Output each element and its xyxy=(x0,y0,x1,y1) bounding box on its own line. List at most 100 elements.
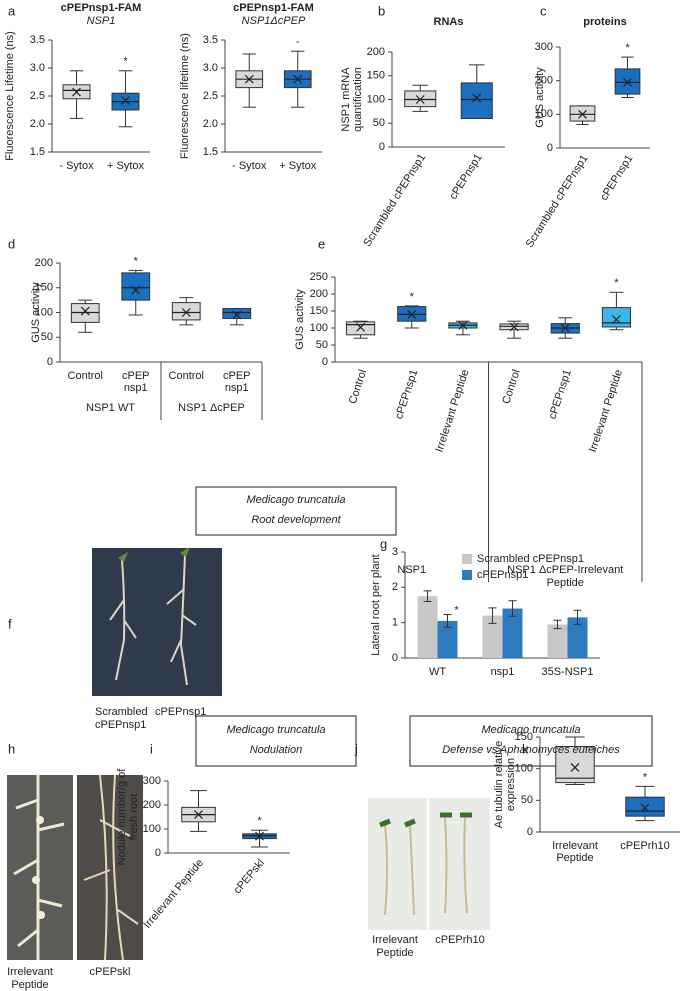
mean-marker xyxy=(407,309,417,319)
box xyxy=(625,796,665,817)
significance: * xyxy=(123,56,128,68)
mean-marker xyxy=(578,109,587,119)
legend-swatch xyxy=(462,554,472,564)
panel-letter: g xyxy=(380,536,387,551)
bar xyxy=(417,596,438,658)
panel-letter: d xyxy=(8,236,15,251)
y-tick-label: 3.0 xyxy=(30,62,45,74)
box xyxy=(346,321,376,336)
y-tick-label: 100 xyxy=(143,823,161,835)
x-tick-label: - Sytox xyxy=(59,160,94,172)
bar xyxy=(482,615,503,658)
y-tick-label: 200 xyxy=(35,257,53,269)
group-label: NSP1 WT xyxy=(86,402,135,414)
y-axis-label: GUS activity xyxy=(294,289,306,350)
heading-box xyxy=(195,715,357,767)
group-label: NSP1 xyxy=(397,564,426,576)
box xyxy=(222,308,252,319)
heading: Nodulation xyxy=(250,744,303,756)
mean-marker xyxy=(570,762,580,772)
mean-marker xyxy=(458,320,468,330)
y-axis-label: Ae tubulin relative xyxy=(493,741,505,828)
y-tick-label: 250 xyxy=(310,271,328,283)
y-tick-label: 0 xyxy=(527,826,533,838)
error-bar xyxy=(423,590,432,602)
heading: Medicago truncatula xyxy=(246,494,345,506)
y-axis-label: GUS activity xyxy=(30,282,42,343)
y-tick-label: 0 xyxy=(392,652,398,664)
significance: * xyxy=(614,277,619,289)
mean-marker xyxy=(356,322,366,332)
y-tick-label: 150 xyxy=(310,305,328,317)
heading: Medicago truncatula xyxy=(481,724,580,736)
y-tick-label: 100 xyxy=(310,322,328,334)
bar xyxy=(502,608,523,658)
x-tick-label: cPEPnsp1 xyxy=(393,368,420,421)
mean-marker xyxy=(560,323,570,333)
box xyxy=(121,272,151,301)
y-tick-label: 150 xyxy=(515,731,533,743)
significance: * xyxy=(643,771,648,783)
chart-title: NSP1 xyxy=(87,15,116,27)
y-tick-label: 300 xyxy=(535,41,553,53)
x-tick-label: Scrambled cPEPnsp1 xyxy=(361,152,428,249)
box xyxy=(171,302,201,321)
bar xyxy=(437,620,458,658)
y-tick-label: 100 xyxy=(535,108,553,120)
x-tick-label: Peptide xyxy=(556,852,593,864)
y-axis-label: expression xyxy=(505,758,517,811)
y-axis-label: fresh root xyxy=(128,794,140,840)
mean-marker xyxy=(611,315,621,324)
mean-marker xyxy=(181,308,191,317)
y-tick-label: 1 xyxy=(392,617,398,629)
photo-caption: cPEPnsp1 xyxy=(95,719,146,731)
heading: Medicago truncatula xyxy=(226,724,325,736)
panel-letter: b xyxy=(378,3,385,18)
y-tick-label: 50 xyxy=(41,331,53,343)
y-axis-label: NSP1 mRNA xyxy=(340,67,352,132)
error-bar xyxy=(553,619,562,630)
x-tick-label: cPEP xyxy=(223,370,251,382)
y-tick-label: 3.5 xyxy=(203,34,218,46)
y-tick-label: 3.5 xyxy=(30,34,45,46)
y-axis-label: Nodule number/g of xyxy=(116,768,128,866)
panel-letter: f xyxy=(8,616,12,631)
y-tick-label: 2.0 xyxy=(30,118,45,130)
y-tick-label: 0 xyxy=(379,141,385,153)
x-tick-label: cPEPskl xyxy=(231,857,267,896)
x-tick-label: cPEP xyxy=(122,370,150,382)
y-axis-label: quantification xyxy=(352,67,364,132)
significance: * xyxy=(257,815,262,827)
mean-marker xyxy=(255,831,264,841)
y-tick-label: 3 xyxy=(392,546,398,558)
box xyxy=(460,82,493,119)
x-tick-label: + Sytox xyxy=(107,160,144,172)
x-tick-label: Irrelevant Peptide xyxy=(433,368,471,454)
photo-caption: cPEPrh10 xyxy=(435,934,485,946)
photo-caption: Scrambled xyxy=(95,706,148,718)
bar xyxy=(567,617,588,658)
error-bar xyxy=(488,607,497,624)
chart-title: NSP1ΔcPEP xyxy=(242,15,306,27)
mean-marker xyxy=(640,803,650,813)
y-tick-label: 200 xyxy=(535,75,553,87)
y-tick-label: 300 xyxy=(143,775,161,787)
y-tick-label: 200 xyxy=(143,799,161,811)
x-tick-label: cPEPnsp1 xyxy=(598,153,635,203)
error-bar xyxy=(508,600,517,617)
x-tick-label: Irrelevant Peptide xyxy=(141,857,206,931)
x-tick-label: Control xyxy=(347,368,369,405)
photo xyxy=(92,547,222,696)
group-label: NSP1 ΔcPEP xyxy=(178,402,245,414)
panel-letter: k xyxy=(522,741,529,756)
photo xyxy=(368,798,490,930)
heading-box xyxy=(195,486,397,536)
chart-title: cPEPnsp1-FAM xyxy=(233,2,314,14)
x-tick-label: Control xyxy=(68,370,103,382)
x-tick-label: Irrelevant Peptide xyxy=(587,368,625,454)
mean-marker xyxy=(415,95,425,104)
mean-marker xyxy=(509,322,519,332)
error-bar xyxy=(443,614,452,628)
y-tick-label: 200 xyxy=(310,288,328,300)
y-tick-label: 0 xyxy=(547,142,553,154)
